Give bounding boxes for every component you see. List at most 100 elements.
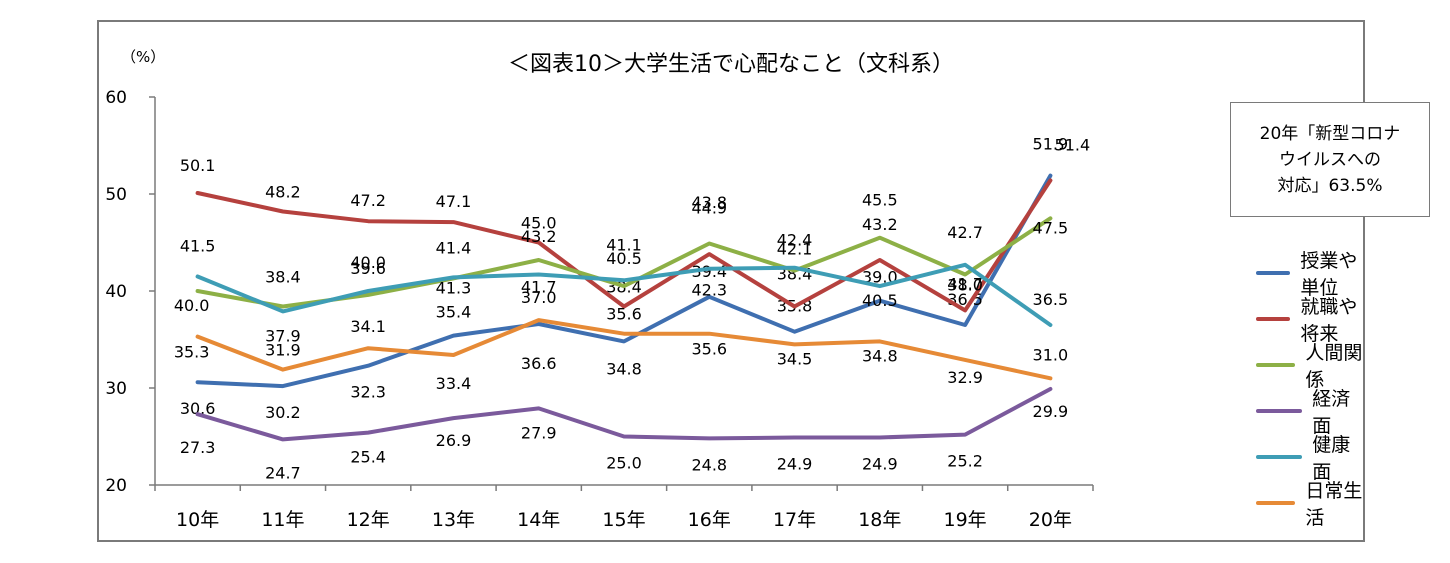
legend-label: 経済面 [1312, 388, 1351, 437]
legend-label: 授業や単位 [1300, 250, 1358, 299]
data-label: 35.4 [436, 303, 472, 322]
x-tick-label: 20年 [1029, 509, 1072, 531]
chart-frame: ＜図表10＞大学生活で心配なこと（文科系） （%） 20 30 40 50 60 10年 11年… [97, 20, 1430, 542]
x-tick-label: 11年 [261, 509, 304, 531]
legend-swatch [1256, 501, 1296, 505]
y-axis-unit-label: （%） [121, 48, 165, 66]
x-tick-label: 10年 [176, 509, 219, 531]
data-label: 40.0 [174, 296, 210, 315]
series-line [195, 262, 1053, 327]
data-label: 50.1 [180, 156, 216, 175]
data-label: 30.6 [180, 399, 216, 418]
data-label: 41.5 [180, 236, 216, 255]
data-label: 33.4 [436, 374, 472, 393]
data-label: 43.2 [521, 227, 557, 246]
data-label: 51.9 [1033, 135, 1069, 154]
data-label: 48.2 [265, 182, 301, 201]
data-label: 45.0 [521, 214, 557, 233]
series-line [195, 173, 1053, 389]
data-label: 51.4 [1055, 135, 1091, 154]
data-label: 25.2 [947, 452, 983, 471]
x-tick-label: 12年 [347, 509, 390, 531]
legend-swatch [1256, 271, 1291, 275]
x-tick-label: 19年 [943, 509, 986, 531]
annotation-line: ウイルスへの [1278, 149, 1381, 170]
data-label: 26.9 [436, 431, 472, 450]
data-label: 41.3 [436, 278, 472, 297]
x-tick-label: 15年 [602, 509, 645, 531]
data-label: 41.4 [436, 238, 472, 257]
annotation-line: 20年「新型コロナ [1259, 123, 1401, 144]
data-label: 24.9 [862, 454, 898, 473]
legend-item: 授業や単位 [1256, 250, 1363, 299]
data-label: 34.5 [777, 349, 813, 368]
y-tick-label: 40 [105, 282, 127, 302]
data-label: 35.6 [606, 305, 642, 324]
data-label: 41.1 [606, 235, 642, 254]
data-label: 32.9 [947, 368, 983, 387]
x-tick-label: 17年 [773, 509, 816, 531]
series-line [195, 178, 1053, 313]
y-tick-label: 20 [105, 476, 127, 496]
data-label: 47.2 [350, 191, 386, 210]
legend-label: 就職や将来 [1300, 296, 1358, 345]
data-label: 39.6 [350, 259, 386, 278]
legend-label: 健康面 [1312, 434, 1351, 483]
y-tick-label: 50 [105, 185, 127, 205]
annotation-line: 対応」63.5% [1277, 175, 1383, 196]
data-label: 45.5 [862, 191, 898, 210]
annotation-box: 20年「新型コロナ ウイルスへの 対応」63.5% [1230, 102, 1430, 217]
data-label: 31.9 [265, 341, 301, 360]
data-label: 42.7 [947, 223, 983, 242]
y-tick-label: 30 [105, 379, 127, 399]
data-label: 37.0 [521, 288, 557, 307]
data-label: 44.9 [691, 198, 727, 217]
data-label: 25.0 [606, 454, 642, 473]
data-label: 24.9 [777, 454, 813, 473]
data-label: 47.5 [1033, 218, 1069, 237]
x-tick-label: 13年 [432, 509, 475, 531]
legend-label: 人間関係 [1305, 342, 1363, 391]
data-label: 43.2 [862, 215, 898, 234]
data-label: 36.6 [521, 354, 557, 373]
data-label: 38.4 [265, 268, 301, 287]
data-label: 42.4 [777, 231, 813, 250]
x-tick-label: 14年 [517, 509, 560, 531]
data-label: 24.7 [265, 463, 301, 482]
legend-swatch [1256, 409, 1303, 413]
legend-item: 経済面 [1256, 388, 1363, 437]
data-label: 24.8 [691, 455, 727, 474]
data-label: 34.8 [606, 359, 642, 378]
data-label: 31.0 [1033, 345, 1069, 364]
legend-item: 日常生活 [1256, 480, 1363, 529]
data-label: 40.5 [862, 291, 898, 310]
data-label: 25.4 [350, 448, 386, 467]
legend-item: 就職や将来 [1256, 296, 1363, 345]
legend: 授業や単位 就職や将来 人間関係 経済面 健康面 日常生活 [1256, 250, 1363, 529]
legend-item: 健康面 [1256, 434, 1363, 483]
data-label: 42.1 [777, 240, 813, 259]
data-label: 38.0 [947, 275, 983, 294]
data-label: 36.5 [1033, 290, 1069, 309]
data-label: 41.7 [521, 278, 557, 297]
chart-title: ＜図表10＞大学生活で心配なこと（文科系） [508, 52, 954, 77]
x-tick-label: 18年 [858, 509, 901, 531]
data-label: 27.3 [180, 438, 216, 457]
data-label: 32.3 [350, 383, 386, 402]
data-label: 41.7 [947, 275, 983, 294]
legend-label: 日常生活 [1305, 480, 1363, 529]
legend-swatch [1256, 363, 1296, 367]
y-tick-label: 60 [105, 88, 127, 108]
data-label: 34.1 [350, 317, 386, 336]
legend-item: 人間関係 [1256, 342, 1363, 391]
data-label: 47.1 [436, 192, 472, 211]
legend-swatch [1256, 317, 1291, 321]
data-label: 30.2 [265, 403, 301, 422]
data-label: 40.0 [350, 253, 386, 272]
data-label: 35.6 [691, 340, 727, 359]
data-label: 40.5 [606, 249, 642, 268]
series-line [195, 318, 1053, 381]
data-label: 39.4 [691, 262, 727, 281]
legend-swatch [1256, 455, 1303, 459]
data-label: 43.8 [691, 193, 727, 212]
